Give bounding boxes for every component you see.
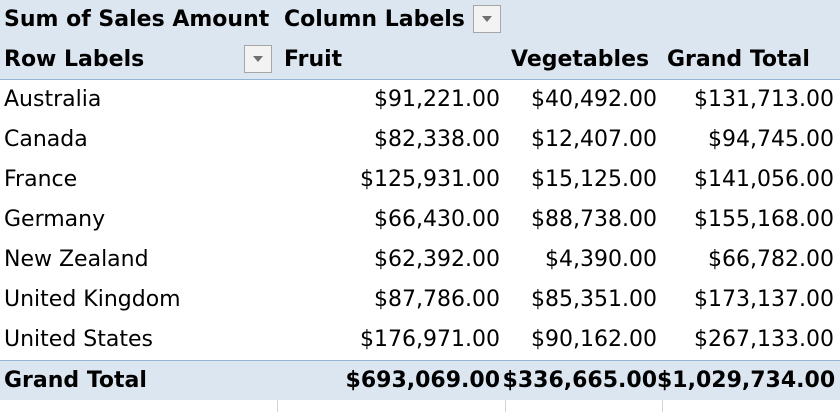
- column-header-vegetables[interactable]: Vegetables: [511, 47, 650, 72]
- sheet-gridline: [662, 400, 663, 412]
- vegetables-value[interactable]: $88,738.00: [531, 207, 657, 232]
- column-header-fruit[interactable]: Fruit: [284, 47, 343, 72]
- vegetables-value[interactable]: $12,407.00: [531, 127, 657, 152]
- grand-total-value[interactable]: $66,782.00: [708, 247, 834, 272]
- column-header-grand-total[interactable]: Grand Total: [667, 47, 810, 72]
- vegetables-value[interactable]: $40,492.00: [531, 87, 657, 112]
- pivot-header-row-columns: Row Labels Fruit Vegetables Grand Total: [0, 40, 840, 80]
- row-labels-filter-button[interactable]: [244, 45, 272, 73]
- fruit-value[interactable]: $62,392.00: [374, 247, 500, 272]
- fruit-value[interactable]: $87,786.00: [374, 287, 500, 312]
- vegetables-value[interactable]: $15,125.00: [531, 167, 657, 192]
- fruit-value[interactable]: $176,971.00: [360, 327, 500, 352]
- fruit-value[interactable]: $82,338.00: [374, 127, 500, 152]
- table-row: France $125,931.00 $15,125.00 $141,056.0…: [0, 160, 840, 200]
- sheet-gridline: [277, 400, 278, 412]
- grand-total-value[interactable]: $131,713.00: [694, 87, 834, 112]
- vegetables-value[interactable]: $85,351.00: [531, 287, 657, 312]
- column-labels-header[interactable]: Column Labels: [284, 7, 465, 32]
- grand-total-value[interactable]: $155,168.00: [694, 207, 834, 232]
- grand-total-value[interactable]: $141,056.00: [694, 167, 834, 192]
- table-row: Canada $82,338.00 $12,407.00 $94,745.00: [0, 120, 840, 160]
- row-label[interactable]: Canada: [4, 127, 88, 152]
- row-label[interactable]: United States: [4, 327, 153, 352]
- column-labels-filter-button[interactable]: [473, 5, 501, 33]
- vegetables-value[interactable]: $4,390.00: [545, 247, 657, 272]
- sheet-gridline: [505, 400, 506, 412]
- grand-total-value[interactable]: $94,745.00: [708, 127, 834, 152]
- grand-total-fruit[interactable]: $693,069.00: [345, 368, 500, 393]
- grand-total-value[interactable]: $267,133.00: [694, 327, 834, 352]
- fruit-value[interactable]: $66,430.00: [374, 207, 500, 232]
- vegetables-value[interactable]: $90,162.00: [531, 327, 657, 352]
- grand-total-overall[interactable]: $1,029,734.00: [657, 368, 836, 393]
- row-labels-header[interactable]: Row Labels: [4, 47, 145, 72]
- table-row: United States $176,971.00 $90,162.00 $26…: [0, 320, 840, 360]
- value-field-label[interactable]: Sum of Sales Amount: [4, 7, 270, 32]
- grand-total-value[interactable]: $173,137.00: [694, 287, 834, 312]
- fruit-value[interactable]: $125,931.00: [360, 167, 500, 192]
- pivot-header-row-values: Sum of Sales Amount Column Labels: [0, 0, 840, 40]
- pivot-table: Sum of Sales Amount Column Labels Row La…: [0, 0, 840, 400]
- row-label[interactable]: United Kingdom: [4, 287, 181, 312]
- dropdown-arrow-icon: [482, 16, 492, 22]
- row-label[interactable]: New Zealand: [4, 247, 149, 272]
- table-row: New Zealand $62,392.00 $4,390.00 $66,782…: [0, 240, 840, 280]
- grand-total-vegetables[interactable]: $336,665.00: [502, 368, 657, 393]
- fruit-value[interactable]: $91,221.00: [374, 87, 500, 112]
- table-row: Germany $66,430.00 $88,738.00 $155,168.0…: [0, 200, 840, 240]
- row-label[interactable]: France: [4, 167, 78, 192]
- grand-total-row: Grand Total $693,069.00 $336,665.00 $1,0…: [0, 360, 840, 400]
- dropdown-arrow-icon: [253, 56, 263, 62]
- grand-total-label[interactable]: Grand Total: [4, 368, 147, 393]
- table-row: Australia $91,221.00 $40,492.00 $131,713…: [0, 80, 840, 120]
- row-label[interactable]: Australia: [4, 87, 102, 112]
- row-label[interactable]: Germany: [4, 207, 106, 232]
- table-row: United Kingdom $87,786.00 $85,351.00 $17…: [0, 280, 840, 320]
